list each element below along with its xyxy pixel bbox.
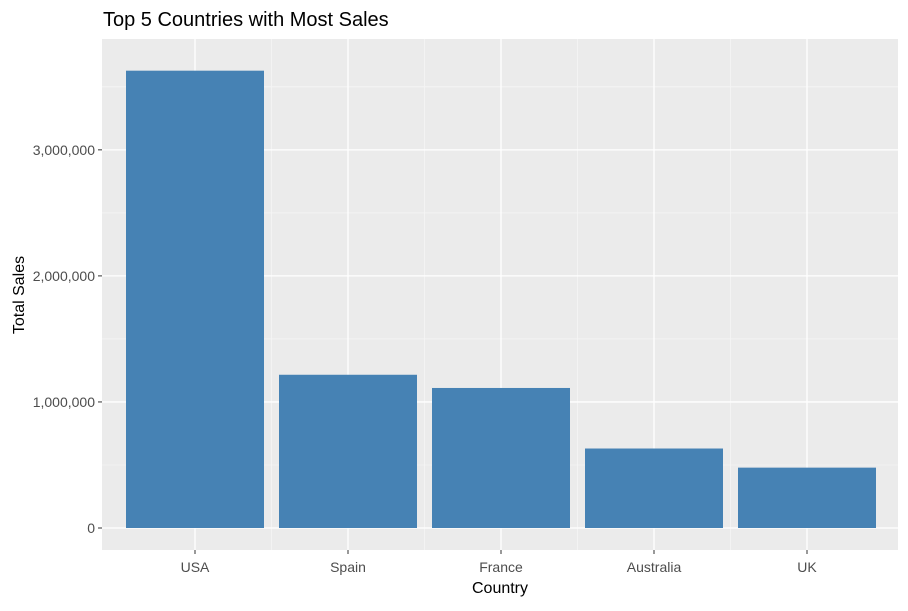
y-tick-label: 3,000,000 — [33, 142, 95, 158]
x-tick-label: UK — [797, 559, 817, 575]
x-tick-label: Spain — [330, 559, 366, 575]
y-tick-label: 1,000,000 — [33, 394, 95, 410]
y-axis-title: Total Sales — [11, 256, 28, 334]
bar-australia — [585, 448, 723, 528]
x-tick-label: France — [479, 559, 523, 575]
bars — [126, 70, 876, 528]
x-tick-label: USA — [181, 559, 210, 575]
bar-usa — [126, 70, 264, 528]
bar-uk — [738, 467, 876, 528]
y-tick-label: 2,000,000 — [33, 268, 95, 284]
y-axis-ticks: 0 1,000,000 2,000,000 3,000,000 — [33, 142, 102, 536]
chart-title: Top 5 Countries with Most Sales — [103, 9, 389, 31]
bar-france — [432, 387, 570, 528]
x-axis-title: Country — [472, 580, 528, 597]
bar-spain — [279, 374, 417, 528]
y-tick-label: 0 — [87, 520, 95, 536]
x-axis-ticks: USA Spain France Australia UK — [181, 550, 817, 575]
x-tick-label: Australia — [627, 559, 682, 575]
